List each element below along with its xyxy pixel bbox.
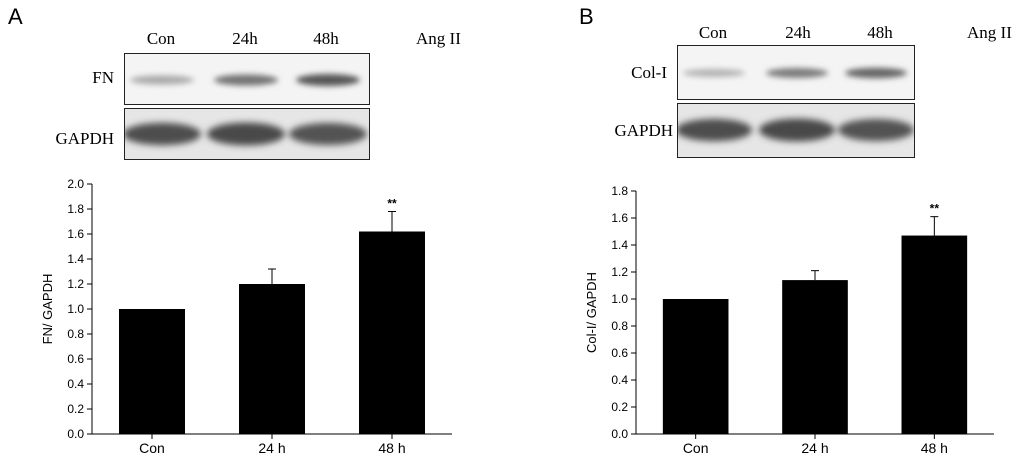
significance-marker: ** [387,197,397,211]
blot-band [130,75,194,85]
x-tick-label: Con [139,440,165,456]
y-tick-label: 0.6 [67,352,84,366]
blot-band [678,118,752,142]
western-blot-gapdh [124,108,370,160]
y-tick-label: 1.6 [67,227,84,241]
blot-band [845,67,907,79]
y-tick-label: 0.8 [611,319,628,333]
western-blot-col-i [677,45,915,100]
bar [901,235,968,434]
y-tick-label: 0.0 [611,427,628,441]
western-blot-fn [124,53,370,105]
y-tick-label: 1.6 [611,211,628,225]
western-blot-gapdh [677,103,915,158]
bar [119,309,185,434]
y-tick-label: 0.6 [611,346,628,360]
blot-band [207,122,285,146]
panel-letter: A [8,4,23,29]
y-tick-label: 0.2 [611,400,628,414]
blot-band [214,74,278,86]
blot-label-col-i: Col-I [631,63,667,82]
lane-label-con: Con [146,29,176,48]
blot-band [125,122,201,146]
significance-marker: ** [930,202,940,216]
y-tick-label: 1.0 [611,292,628,306]
y-tick-label: 1.4 [67,252,84,266]
blot-band [683,68,745,78]
y-axis-label: FN/ GAPDH [40,274,55,345]
y-tick-label: 0.0 [67,427,84,441]
y-tick-label: 1.0 [67,302,84,316]
blot-label-gapdh: GAPDH [614,121,673,140]
panel-letter: B [579,4,594,29]
lane-label-48h: 48h [313,29,339,48]
y-tick-label: 1.2 [67,277,84,291]
treatment-label: Ang II [967,23,1012,42]
bar-chart-fn: 0.0 0.2 0.4 0.6 0.8 1.0 1.2 1.4 1.6 1.8 2.0 FN/ GAP… [40,177,452,456]
bar-chart-col-i: 0.0 0.2 0.4 0.6 0.8 1.0 1.2 1.4 1.6 1.8 Col-I/ GAP… [584,184,994,456]
bar [782,280,848,434]
blot-band [296,74,360,86]
blot-bands-gapdh [125,122,367,146]
y-tick-label: 1.8 [611,184,628,198]
y-tick-label: 0.4 [611,373,628,387]
x-tick-label: 48 h [921,440,948,456]
x-tick-label: Con [683,440,709,456]
y-axis-label: Col-I/ GAPDH [584,272,599,353]
y-tick-label: 0.2 [67,402,84,416]
x-tick-label: 24 h [258,440,285,456]
blot-band [766,68,828,78]
bar [359,231,425,434]
blot-bands-fn [130,74,360,86]
treatment-label: Ang II [416,29,461,48]
y-tick-label: 0.4 [67,377,84,391]
lane-label-con: Con [698,23,728,42]
bar [662,299,729,434]
y-tick-label: 1.8 [67,202,84,216]
x-tick-label: 48 h [378,440,405,456]
lane-label-48h: 48h [867,23,893,42]
blot-bands-col-i [683,67,907,79]
blot-label-gapdh: GAPDH [55,129,114,148]
blot-band [759,118,835,142]
y-tick-label: 0.8 [67,327,84,341]
figure-panel-a: A Con 24h 48h Ang II FN GAPDH 0.0 0.2 0.4 0… [8,4,461,457]
figure-panel-b: B Con 24h 48h Ang II Col-I GAPDH 0.0 0.2 0… [512,0,1024,462]
y-tick-label: 1.4 [611,238,628,252]
lane-label-24h: 24h [232,29,258,48]
bar [239,284,305,434]
y-tick-label: 1.2 [611,265,628,279]
blot-label-fn: FN [92,68,114,87]
x-tick-label: 24 h [801,440,828,456]
blot-band [289,122,367,146]
lane-label-24h: 24h [785,23,811,42]
blot-band [838,118,914,142]
blot-bands-gapdh [678,118,914,142]
y-tick-label: 2.0 [67,177,84,191]
